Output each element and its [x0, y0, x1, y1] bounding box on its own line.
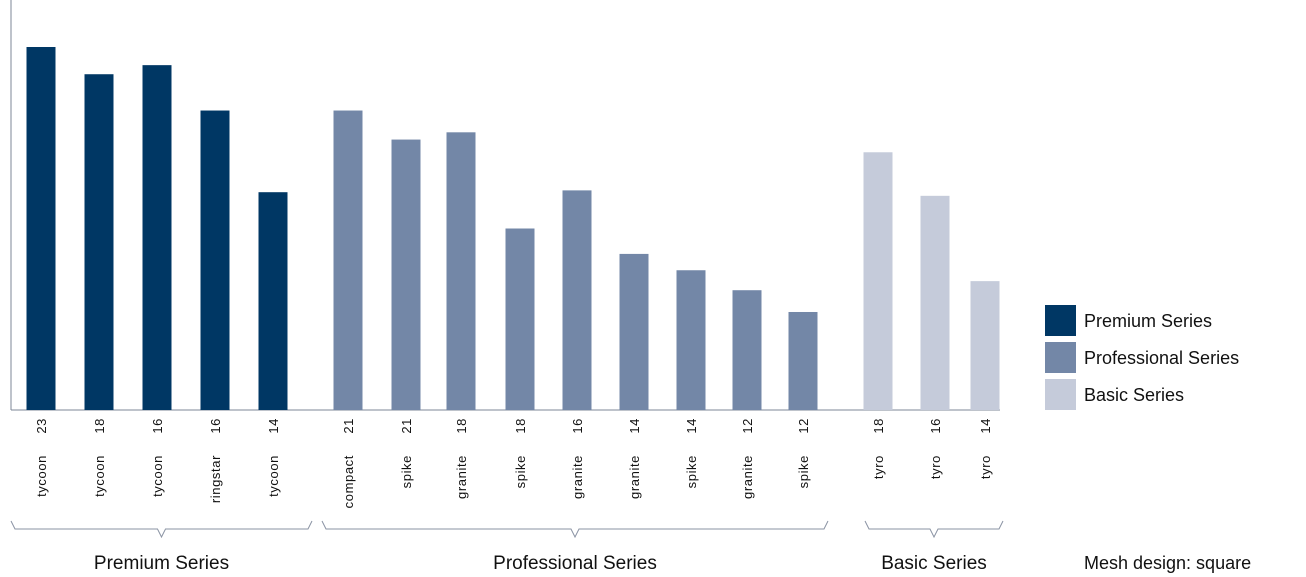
tick-label-model: spike: [399, 455, 414, 488]
group-label: Basic Series: [881, 553, 987, 574]
group-bracket: [864, 520, 1004, 539]
bar: [505, 228, 535, 410]
bar: [26, 47, 56, 410]
tick-label-model: tycoon: [266, 455, 281, 497]
tick-label-model: granite: [570, 455, 585, 499]
tick-label-model: ringstar: [208, 455, 223, 503]
legend-label: Basic Series: [1084, 385, 1184, 405]
legend-swatch: [1045, 342, 1076, 373]
tick-label-size: 12: [740, 418, 755, 434]
tick-label-size: 14: [627, 418, 642, 434]
bar: [200, 110, 230, 411]
tick-label-model: granite: [627, 455, 642, 499]
tick-label-size: 18: [513, 418, 528, 434]
bar: [920, 195, 950, 410]
tick-label-size: 18: [92, 418, 107, 434]
tick-label-size: 14: [266, 418, 281, 434]
tick-label-size: 16: [928, 418, 943, 434]
bar: [619, 253, 649, 410]
tick-label-model: tyro: [871, 455, 886, 479]
tick-label-size: 16: [208, 418, 223, 434]
tick-label-model: tyro: [928, 455, 943, 479]
tick-label-model: spike: [684, 455, 699, 488]
tick-label-size: 16: [570, 418, 585, 434]
bar: [84, 74, 114, 410]
group-label: Professional Series: [493, 553, 657, 574]
tick-label-model: tycoon: [34, 455, 49, 497]
group-bracket: [10, 520, 313, 539]
tick-label-model: tycoon: [92, 455, 107, 497]
bar: [676, 270, 706, 410]
bar: [391, 139, 421, 410]
legend-label: Premium Series: [1084, 311, 1212, 331]
group-label: Premium Series: [94, 553, 229, 574]
tick-label-model: spike: [513, 455, 528, 488]
bar: [446, 132, 476, 410]
footnote: Mesh design: square: [1084, 553, 1251, 573]
tick-label-model: tyro: [978, 455, 993, 479]
tick-label-size: 14: [684, 418, 699, 434]
legend-swatch: [1045, 305, 1076, 336]
legend-swatch: [1045, 379, 1076, 410]
tick-label-model: spike: [796, 455, 811, 488]
bar: [863, 152, 893, 410]
bar: [562, 190, 592, 410]
tick-label-size: 23: [34, 418, 49, 434]
bar: [970, 281, 1000, 410]
group-bracket: [321, 520, 829, 539]
bar: [788, 311, 818, 410]
bar: [258, 192, 288, 410]
tick-label-size: 21: [399, 418, 414, 434]
tick-label-model: granite: [454, 455, 469, 499]
tick-label-model: compact: [341, 455, 356, 508]
tick-label-size: 21: [341, 418, 356, 434]
legend: Premium Series Professional Series Basic S…: [1045, 305, 1239, 410]
tick-labels-layer: 23 tycoon 18 tycoon 16 tycoon 16 ringstar 14 tyco…: [34, 418, 993, 508]
tick-label-size: 18: [871, 418, 886, 434]
tick-label-model: granite: [740, 455, 755, 499]
legend-label: Professional Series: [1084, 348, 1239, 368]
tick-label-size: 12: [796, 418, 811, 434]
tick-label-size: 14: [978, 418, 993, 434]
group-brackets-layer: Premium Series Professional Series Basic S…: [10, 520, 1004, 574]
bar: [333, 110, 363, 411]
bar: [732, 290, 762, 410]
tick-label-size: 16: [150, 418, 165, 434]
bar: [142, 65, 172, 411]
bars-layer: [26, 47, 1000, 411]
tick-label-model: tycoon: [150, 455, 165, 497]
tick-label-size: 18: [454, 418, 469, 434]
